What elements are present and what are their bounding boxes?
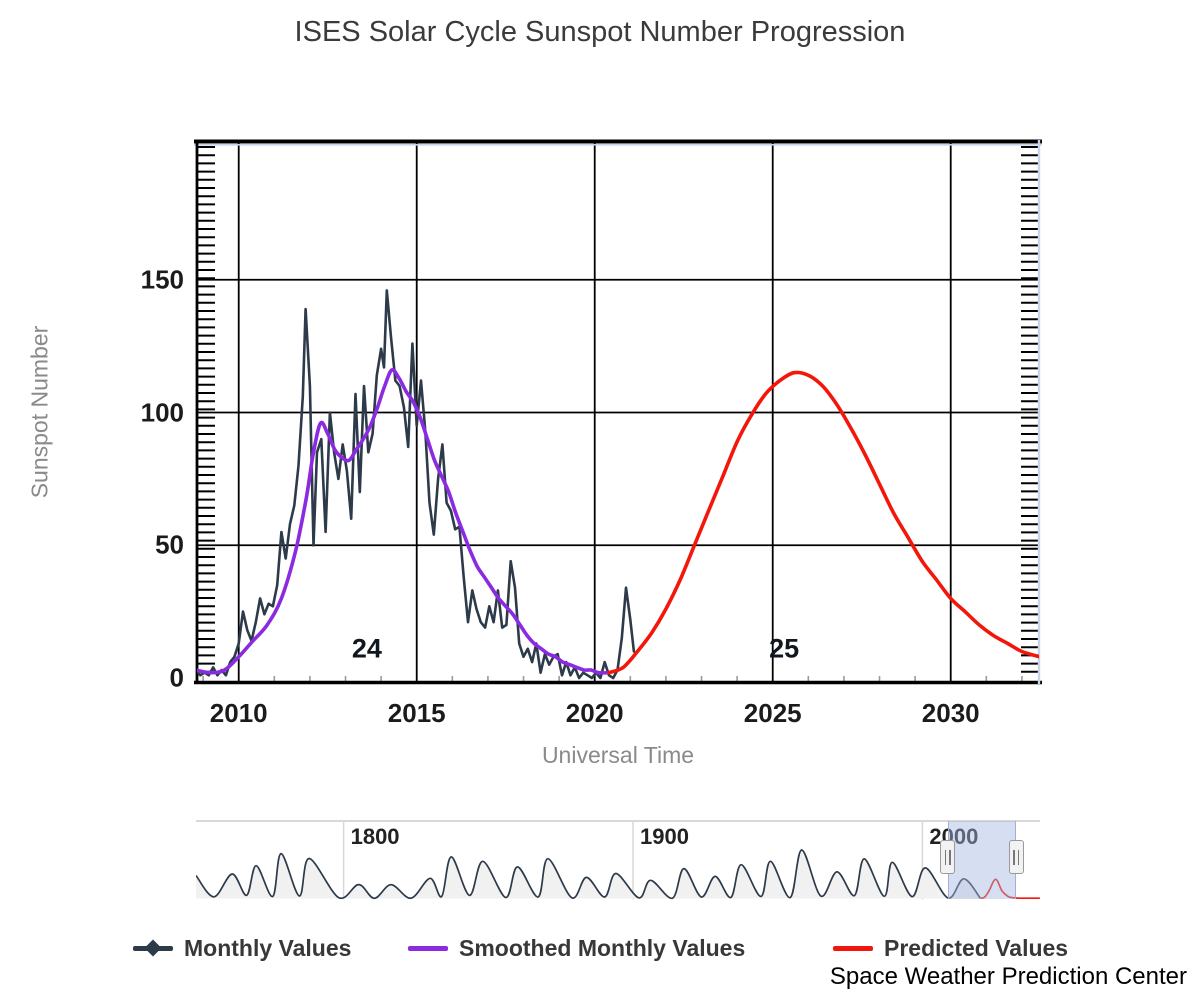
line-marker-icon	[833, 933, 873, 963]
cycle-label: 25	[769, 633, 800, 664]
navigator-right-handle[interactable]	[1008, 840, 1024, 874]
y-axis-title: Sunspot Number	[26, 325, 53, 499]
legend-item[interactable]: Monthly Values	[133, 933, 351, 963]
y-tick-label: 100	[140, 397, 184, 427]
navigator-selection-window[interactable]	[947, 821, 1017, 899]
x-tick-label: 2020	[565, 698, 624, 728]
legend-item[interactable]: Smoothed Monthly Values	[408, 933, 745, 963]
legend-line	[408, 946, 448, 951]
x-axis-title: Universal Time	[541, 742, 695, 768]
y-tick-label: 50	[155, 529, 184, 560]
navigator-tick-label: 1800	[350, 824, 400, 849]
x-tick-label: 2015	[387, 698, 446, 728]
handle-grip-bar	[1013, 849, 1015, 865]
x-tick-label: 2030	[921, 698, 980, 728]
credit-text: Space Weather Prediction Center	[829, 963, 1187, 990]
legend-label: Monthly Values	[184, 934, 352, 961]
x-tick-label: 2025	[743, 698, 802, 728]
y-tick-label: 150	[140, 264, 184, 295]
handle-grip-bar	[1017, 849, 1020, 865]
legend-label: Predicted Values	[884, 934, 1069, 961]
cycle-label: 24	[351, 633, 382, 664]
navigator-left-handle[interactable]	[940, 840, 956, 874]
line-diamond-marker-icon	[133, 933, 173, 963]
handle-grip-bar	[949, 849, 951, 865]
diamond-icon	[144, 939, 162, 957]
legend-label: Smoothed Monthly Values	[459, 934, 746, 961]
chart-title: ISES Solar Cycle Sunspot Number Progress…	[294, 16, 906, 48]
line-marker-icon	[408, 933, 448, 963]
handle-grip-bar	[944, 849, 947, 865]
x-tick-label: 2010	[209, 698, 268, 728]
navigator-tick-label: 1900	[639, 824, 689, 849]
legend-item[interactable]: Predicted Values	[833, 933, 1068, 963]
y-tick-label: 0	[169, 662, 184, 693]
legend-line	[833, 946, 873, 951]
